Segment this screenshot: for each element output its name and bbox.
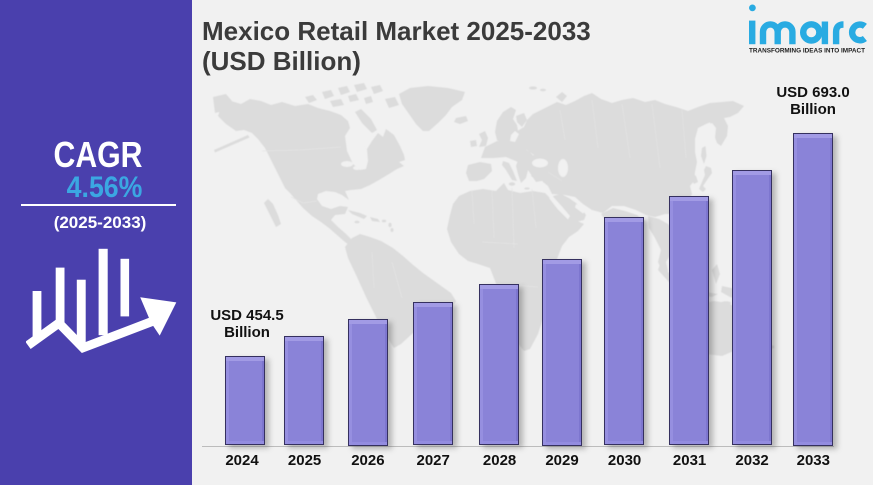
svg-text:TRANSFORMING IDEAS INTO IMPACT: TRANSFORMING IDEAS INTO IMPACT (749, 48, 865, 55)
